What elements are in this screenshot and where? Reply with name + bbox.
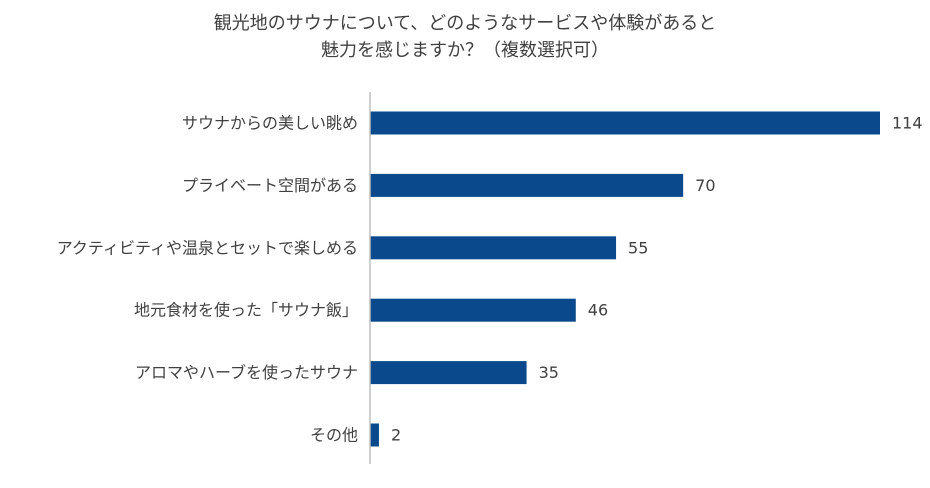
data-label: 46 — [588, 301, 608, 320]
data-label: 2 — [391, 426, 401, 445]
bars-layer: サウナからの美しい眺め 114 プライベート空間がある 70 アクティビティや温泉とセッ… — [57, 111, 923, 447]
category-label: プライベート空間がある — [182, 176, 358, 195]
bar — [370, 111, 880, 135]
chart-title-line-2: 魅力を感じますか？（複数選択可） — [321, 40, 609, 61]
data-label: 114 — [892, 114, 923, 133]
category-label: アロマやハーブを使ったサウナ — [135, 363, 358, 382]
chart-title: 観光地のサウナについて、どのようなサービスや体験があると 魅力を感じますか？（複… — [0, 10, 930, 64]
category-label: アクティビティや温泉とセットで楽しめる — [57, 238, 358, 257]
bar — [370, 298, 576, 322]
category-label: サウナからの美しい眺め — [182, 114, 358, 133]
bar — [370, 423, 379, 447]
bar — [370, 173, 684, 197]
bar — [370, 361, 527, 385]
chart-title-line-1: 観光地のサウナについて、どのようなサービスや体験があると — [213, 13, 717, 34]
category-label: その他 — [310, 426, 358, 445]
bar — [370, 236, 617, 260]
data-label: 55 — [628, 238, 648, 257]
category-label: 地元食材を使った「サウナ飯」 — [134, 301, 358, 320]
data-label: 35 — [539, 363, 559, 382]
data-label: 70 — [695, 176, 715, 195]
